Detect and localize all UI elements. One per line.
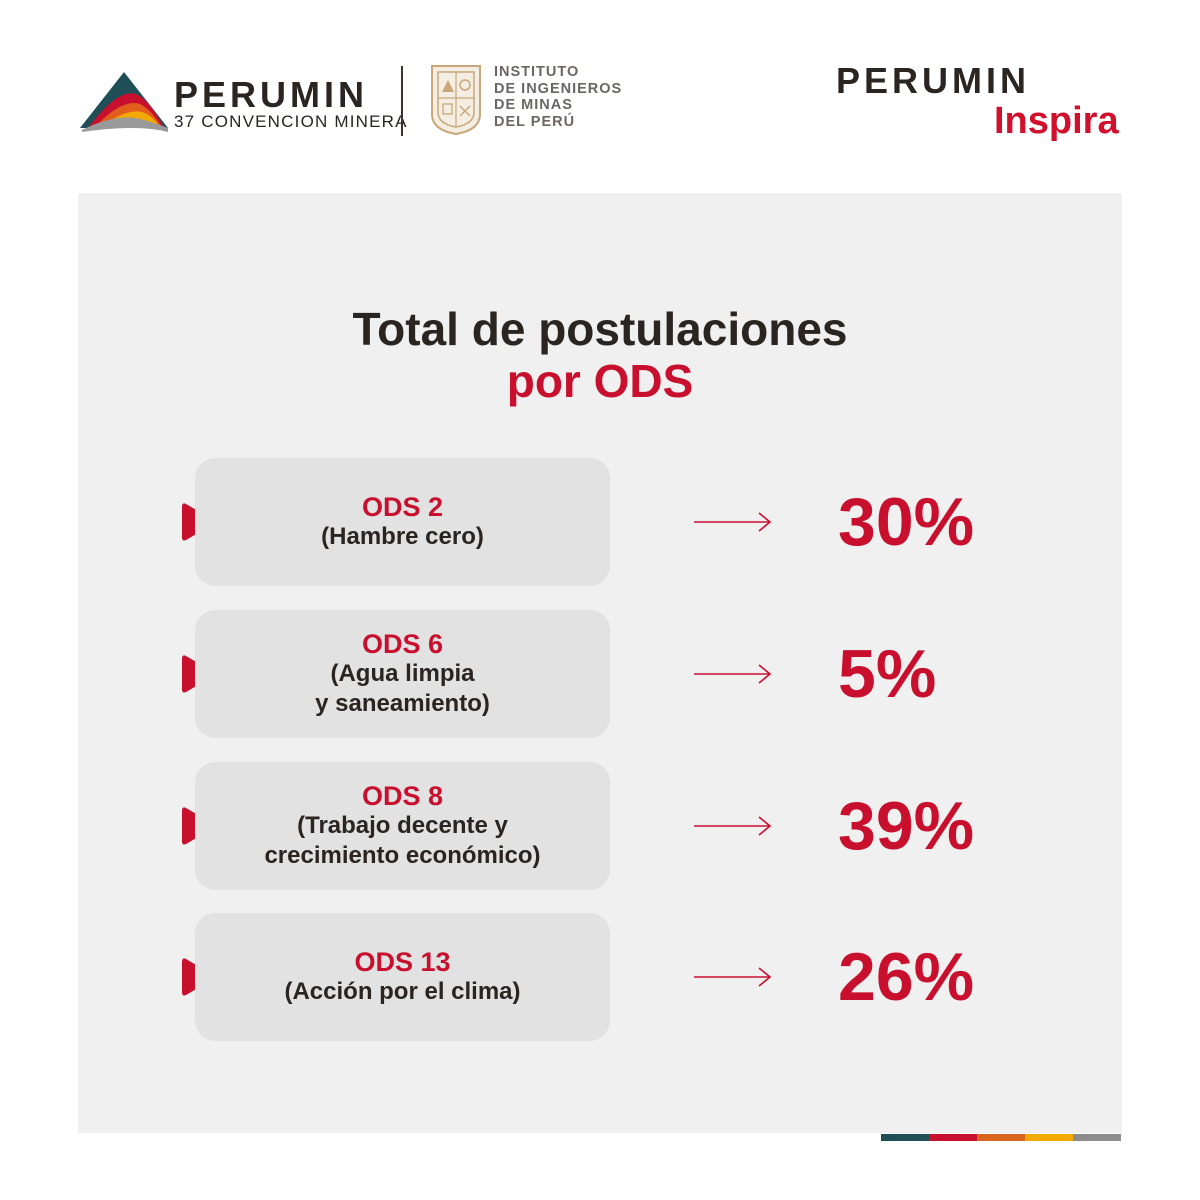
ods-description: (Agua limpia y saneamiento): [315, 660, 490, 717]
ods-percentage: 39%: [838, 788, 975, 864]
ods-card: ODS 13 (Acción por el clima): [195, 913, 610, 1041]
institute-seal-icon: [431, 65, 481, 136]
ods-card: ODS 8 (Trabajo decente y crecimiento eco…: [195, 762, 610, 890]
page-subtitle: por ODS: [506, 355, 694, 407]
long-right-arrow-icon: [694, 664, 772, 684]
ods-code: ODS 6: [361, 629, 444, 659]
perumin-subtitle: 37 CONVENCION MINERA: [174, 112, 408, 131]
ods-code: ODS 13: [354, 947, 451, 977]
perumin-logo: PERUMIN 37 CONVENCION MINERA: [78, 68, 407, 134]
color-strip-segment: [1073, 1134, 1121, 1141]
ods-percentage: 30%: [838, 484, 975, 560]
header-divider: [401, 66, 403, 136]
color-strip-segment: [1025, 1134, 1073, 1141]
inspira-brand: PERUMIN: [836, 60, 1031, 101]
ods-card: ODS 6 (Agua limpia y saneamiento): [195, 610, 610, 738]
ods-row: ODS 13 (Acción por el clima) 26%: [0, 913, 1200, 1041]
ods-description: (Acción por el clima): [284, 978, 521, 1005]
ods-percentage: 26%: [838, 939, 975, 1015]
institute-logo: INSTITUTO DE INGENIEROS DE MINAS DEL PER…: [430, 64, 670, 138]
long-right-arrow-icon: [694, 816, 772, 836]
inspira-script: Inspira: [994, 100, 1119, 142]
institute-line: DE INGENIEROS: [494, 80, 623, 97]
institute-line: DEL PERÚ: [494, 113, 576, 130]
color-strip-segment: [929, 1134, 977, 1141]
ods-description: (Hambre cero): [321, 523, 484, 550]
perumin-inspira-logo: PERUMIN Inspira: [836, 58, 1126, 148]
ods-card: ODS 2 (Hambre cero): [195, 458, 610, 586]
ods-code: ODS 8: [361, 781, 444, 811]
page-title: Total de postulaciones: [352, 303, 848, 355]
ods-row: ODS 8 (Trabajo decente y crecimiento eco…: [0, 762, 1200, 890]
institute-line: INSTITUTO: [494, 64, 580, 80]
long-right-arrow-icon: [694, 967, 772, 987]
institute-line: DE MINAS: [494, 97, 573, 113]
color-strip: [881, 1134, 1121, 1141]
ods-row: ODS 2 (Hambre cero) 30%: [0, 458, 1200, 586]
ods-percentage: 5%: [838, 636, 937, 712]
ods-row: ODS 6 (Agua limpia y saneamiento) 5%: [0, 610, 1200, 738]
color-strip-segment: [977, 1134, 1025, 1141]
color-strip-segment: [881, 1134, 929, 1141]
institute-name: INSTITUTO DE INGENIEROS DE MINAS DEL PER…: [494, 64, 622, 130]
long-right-arrow-icon: [694, 512, 772, 532]
ods-code: ODS 2: [361, 492, 444, 522]
perumin-brand: PERUMIN: [174, 74, 369, 115]
header: PERUMIN 37 CONVENCION MINERA INSTITUTO D…: [0, 0, 1200, 190]
ods-description: (Trabajo decente y crecimiento económico…: [264, 812, 541, 869]
mountain-layers-logo-icon: [80, 72, 168, 132]
